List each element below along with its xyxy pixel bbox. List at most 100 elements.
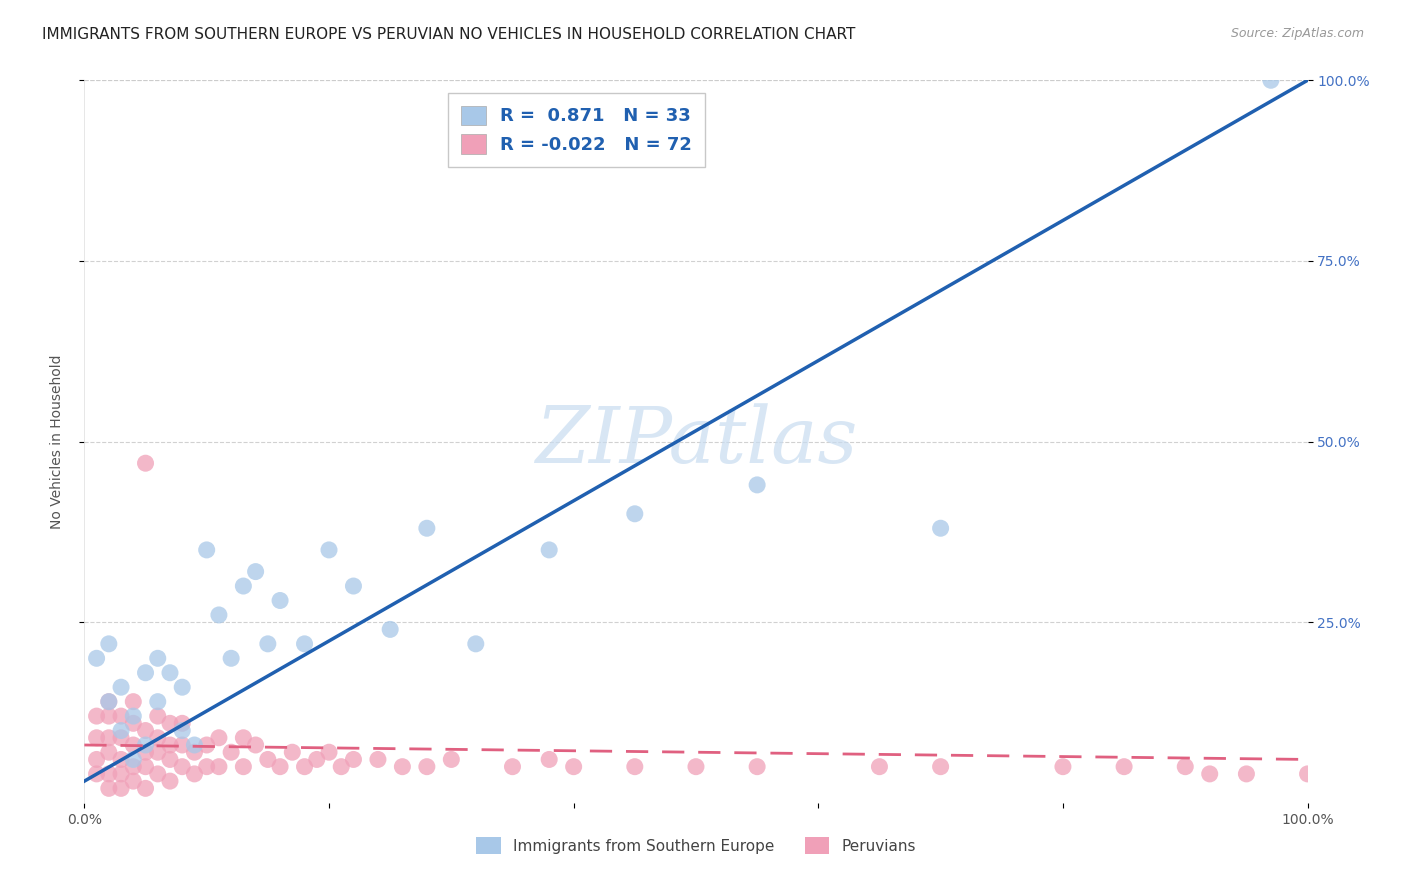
Point	[624, 507, 647, 521]
Point	[208, 760, 231, 774]
Point	[380, 623, 402, 637]
Point	[245, 565, 267, 579]
Point	[624, 760, 647, 774]
Point	[195, 738, 218, 752]
Point	[562, 760, 585, 774]
Point	[440, 752, 463, 766]
Point	[869, 760, 891, 774]
Y-axis label: No Vehicles in Household: No Vehicles in Household	[49, 354, 63, 529]
Point	[135, 781, 157, 796]
Point	[146, 767, 169, 781]
Point	[86, 731, 108, 745]
Point	[146, 709, 169, 723]
Point	[86, 651, 108, 665]
Point	[219, 745, 242, 759]
Point	[281, 745, 304, 759]
Point	[97, 745, 120, 759]
Point	[97, 709, 120, 723]
Point	[208, 607, 231, 622]
Point	[464, 637, 486, 651]
Point	[122, 760, 145, 774]
Point	[1260, 73, 1282, 87]
Point	[269, 593, 291, 607]
Point	[318, 542, 340, 557]
Point	[1296, 767, 1319, 781]
Point	[305, 752, 328, 766]
Point	[159, 738, 181, 752]
Point	[1174, 760, 1197, 774]
Point	[97, 637, 120, 651]
Point	[416, 760, 439, 774]
Point	[538, 752, 561, 766]
Point	[135, 760, 157, 774]
Point	[159, 665, 181, 680]
Point	[122, 752, 145, 766]
Point	[172, 738, 194, 752]
Point	[159, 752, 181, 766]
Point	[1114, 760, 1136, 774]
Point	[110, 752, 132, 766]
Point	[122, 695, 145, 709]
Point	[257, 752, 280, 766]
Point	[245, 738, 267, 752]
Point	[330, 760, 353, 774]
Point	[232, 579, 254, 593]
Point	[219, 651, 242, 665]
Point	[172, 760, 194, 774]
Point	[172, 680, 194, 694]
Point	[135, 745, 157, 759]
Point	[86, 767, 108, 781]
Point	[502, 760, 524, 774]
Point	[97, 695, 120, 709]
Point	[135, 738, 157, 752]
Point	[122, 774, 145, 789]
Point	[97, 731, 120, 745]
Point	[110, 709, 132, 723]
Point	[269, 760, 291, 774]
Text: Source: ZipAtlas.com: Source: ZipAtlas.com	[1230, 27, 1364, 40]
Point	[146, 745, 169, 759]
Point	[929, 521, 952, 535]
Point	[538, 542, 561, 557]
Point	[747, 478, 769, 492]
Point	[1052, 760, 1074, 774]
Point	[1236, 767, 1258, 781]
Point	[195, 760, 218, 774]
Point	[135, 723, 157, 738]
Point	[195, 542, 218, 557]
Point	[342, 752, 364, 766]
Point	[367, 752, 389, 766]
Point	[159, 774, 181, 789]
Point	[146, 731, 169, 745]
Point	[110, 781, 132, 796]
Point	[146, 695, 169, 709]
Point	[110, 723, 132, 738]
Point	[183, 745, 205, 759]
Point	[342, 579, 364, 593]
Point	[97, 781, 120, 796]
Point	[183, 767, 205, 781]
Point	[135, 665, 157, 680]
Point	[208, 731, 231, 745]
Point	[232, 760, 254, 774]
Point	[318, 745, 340, 759]
Legend: Immigrants from Southern Europe, Peruvians: Immigrants from Southern Europe, Peruvia…	[470, 831, 922, 860]
Point	[416, 521, 439, 535]
Point	[97, 767, 120, 781]
Point	[110, 731, 132, 745]
Text: IMMIGRANTS FROM SOUTHERN EUROPE VS PERUVIAN NO VEHICLES IN HOUSEHOLD CORRELATION: IMMIGRANTS FROM SOUTHERN EUROPE VS PERUV…	[42, 27, 856, 42]
Point	[929, 760, 952, 774]
Point	[294, 760, 316, 774]
Point	[97, 695, 120, 709]
Point	[172, 723, 194, 738]
Point	[86, 752, 108, 766]
Point	[257, 637, 280, 651]
Point	[1198, 767, 1220, 781]
Point	[172, 716, 194, 731]
Point	[135, 456, 157, 470]
Point	[110, 767, 132, 781]
Point	[232, 731, 254, 745]
Point	[86, 709, 108, 723]
Point	[122, 709, 145, 723]
Point	[122, 716, 145, 731]
